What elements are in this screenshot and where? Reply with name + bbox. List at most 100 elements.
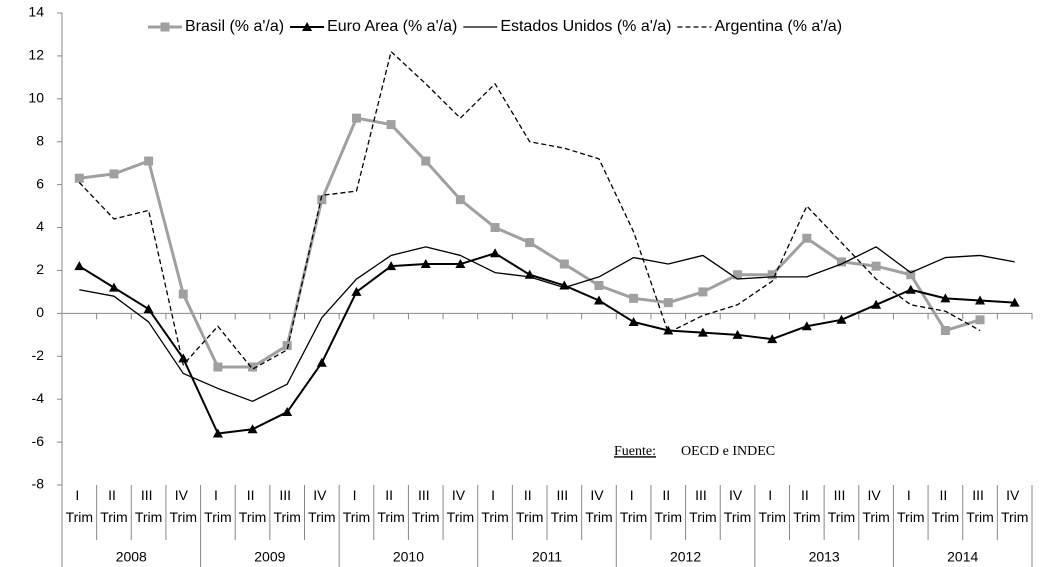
x-tick-label: III Trim bbox=[412, 487, 439, 525]
marker bbox=[871, 261, 881, 271]
x-tick-label: I Trim bbox=[204, 487, 231, 525]
x-tick-label: II Trim bbox=[100, 487, 127, 525]
marker bbox=[698, 287, 708, 297]
y-tick-label: 10 bbox=[28, 90, 44, 106]
year-label: 2010 bbox=[393, 549, 424, 565]
marker bbox=[143, 304, 154, 314]
y-tick-label: 0 bbox=[36, 304, 44, 320]
marker bbox=[871, 299, 882, 309]
year-label: 2013 bbox=[809, 549, 840, 565]
y-tick-label: 2 bbox=[36, 261, 44, 277]
year-label: 2014 bbox=[947, 549, 978, 565]
marker bbox=[420, 259, 431, 269]
series-line bbox=[78, 50, 981, 370]
x-tick-label: I Trim bbox=[620, 487, 647, 525]
marker bbox=[940, 293, 951, 303]
marker bbox=[594, 280, 604, 290]
y-tick-label: 14 bbox=[28, 4, 44, 20]
series-line bbox=[78, 252, 1015, 435]
x-tick-label: I Trim bbox=[897, 487, 924, 525]
y-tick-label: 12 bbox=[28, 47, 44, 63]
x-tick-label: II Trim bbox=[655, 487, 682, 525]
marker bbox=[178, 289, 188, 299]
x-tick-label: IV Trim bbox=[308, 487, 335, 525]
marker bbox=[213, 362, 223, 372]
series bbox=[78, 50, 981, 370]
marker bbox=[316, 357, 327, 367]
marker bbox=[732, 329, 743, 339]
marker bbox=[975, 315, 985, 325]
marker bbox=[455, 259, 466, 269]
x-tick-label: III Trim bbox=[551, 487, 578, 525]
series bbox=[74, 113, 985, 372]
y-tick-label: -2 bbox=[32, 347, 45, 363]
marker bbox=[733, 270, 743, 280]
series bbox=[74, 248, 1020, 438]
marker bbox=[386, 261, 397, 271]
legend-label: Brasil (% a'/a) bbox=[185, 18, 284, 35]
marker bbox=[559, 259, 569, 269]
marker bbox=[663, 325, 674, 335]
legend-label: Argentina (% a'/a) bbox=[714, 18, 842, 35]
year-label: 2009 bbox=[254, 549, 285, 565]
legend-label: Estados Unidos (% a'/a) bbox=[500, 18, 671, 35]
x-tick-label: I Trim bbox=[481, 487, 508, 525]
x-tick-label: I Trim bbox=[66, 487, 93, 525]
source-label: Fuente: bbox=[614, 444, 656, 459]
year-label: 2011 bbox=[532, 549, 562, 565]
x-tick-label: IV Trim bbox=[862, 487, 889, 525]
marker bbox=[247, 424, 258, 434]
marker bbox=[525, 238, 535, 248]
marker bbox=[351, 286, 362, 296]
series-line bbox=[79, 246, 1015, 402]
x-tick-label: III Trim bbox=[689, 487, 716, 525]
x-tick-label: IV Trim bbox=[724, 487, 751, 525]
y-tick-label: -8 bbox=[32, 476, 45, 492]
marker bbox=[421, 156, 431, 166]
marker bbox=[74, 173, 84, 183]
marker bbox=[801, 321, 812, 331]
legend-label: Euro Area (% a'/a) bbox=[327, 18, 457, 35]
x-tick-label: II Trim bbox=[516, 487, 543, 525]
marker bbox=[282, 341, 292, 351]
marker bbox=[490, 223, 500, 233]
marker bbox=[697, 327, 708, 337]
x-tick-label: III Trim bbox=[828, 487, 855, 525]
y-tick-label: 6 bbox=[36, 175, 44, 191]
marker bbox=[212, 428, 223, 438]
x-tick-label: I Trim bbox=[758, 487, 785, 525]
marker bbox=[836, 257, 846, 267]
marker bbox=[802, 233, 812, 243]
marker bbox=[905, 284, 916, 294]
y-tick-label: -6 bbox=[32, 433, 45, 449]
marker bbox=[74, 261, 85, 271]
x-tick-label: II Trim bbox=[239, 487, 266, 525]
y-tick-label: 4 bbox=[36, 218, 44, 234]
marker bbox=[317, 195, 327, 205]
marker bbox=[282, 407, 293, 417]
marker bbox=[628, 316, 639, 326]
marker bbox=[629, 293, 639, 303]
marker bbox=[836, 314, 847, 324]
x-tick-label: IV Trim bbox=[447, 487, 474, 525]
marker bbox=[109, 169, 119, 179]
marker bbox=[593, 295, 604, 305]
marker bbox=[144, 156, 154, 166]
y-tick-label: -4 bbox=[32, 390, 45, 406]
x-tick-label: I Trim bbox=[343, 487, 370, 525]
marker bbox=[1009, 297, 1020, 307]
x-tick-label: IV Trim bbox=[170, 487, 197, 525]
x-tick-label: IV Trim bbox=[1001, 487, 1028, 525]
year-label: 2008 bbox=[116, 549, 147, 565]
series bbox=[79, 246, 1015, 402]
legend-marker bbox=[302, 22, 313, 31]
marker bbox=[767, 270, 777, 280]
x-tick-label: II Trim bbox=[932, 487, 959, 525]
x-tick-label: IV Trim bbox=[585, 487, 612, 525]
x-tick-label: III Trim bbox=[135, 487, 162, 525]
marker bbox=[975, 295, 986, 305]
marker bbox=[663, 298, 673, 308]
y-tick-label: 8 bbox=[36, 132, 44, 148]
